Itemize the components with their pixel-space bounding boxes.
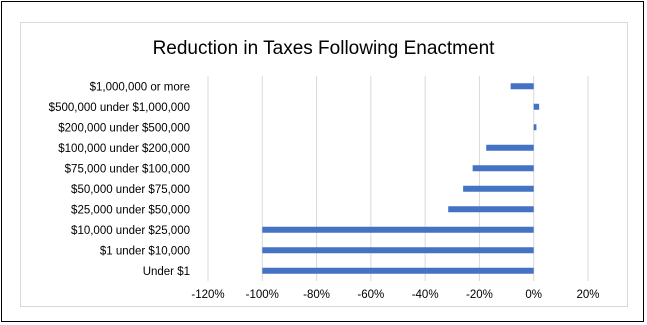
chart-title: Reduction in Taxes Following Enactment	[152, 38, 495, 59]
bar	[486, 144, 534, 151]
category-label: $75,000 under $100,000	[65, 163, 190, 175]
category-label: $100,000 under $200,000	[58, 143, 190, 155]
x-tick-label: -120%	[191, 289, 224, 301]
bar	[262, 247, 534, 254]
bar	[262, 267, 534, 274]
category-label: $500,000 under $1,000,000	[49, 102, 190, 114]
x-tick-label: -20%	[466, 289, 493, 301]
x-tick-label: -80%	[303, 289, 330, 301]
bar	[262, 226, 534, 233]
bar	[533, 124, 537, 131]
x-tick-label: 0%	[525, 289, 542, 301]
bar	[463, 185, 534, 192]
category-label: $50,000 under $75,000	[71, 184, 190, 196]
bar	[510, 83, 534, 90]
category-label: $1,000,000 or more	[90, 81, 190, 93]
category-label: $10,000 under $25,000	[71, 225, 190, 237]
x-tick-label: 20%	[576, 289, 599, 301]
bar	[448, 206, 534, 213]
x-tick-label: -60%	[357, 289, 384, 301]
category-label: $1 under $10,000	[100, 245, 190, 257]
category-label: $25,000 under $50,000	[71, 204, 190, 216]
bar	[533, 103, 540, 110]
chart-area	[20, 22, 628, 307]
category-label: $200,000 under $500,000	[58, 122, 190, 134]
category-label: Under $1	[143, 266, 190, 278]
x-tick-label: -100%	[246, 289, 279, 301]
x-tick-label: -40%	[412, 289, 439, 301]
bar	[472, 165, 534, 172]
